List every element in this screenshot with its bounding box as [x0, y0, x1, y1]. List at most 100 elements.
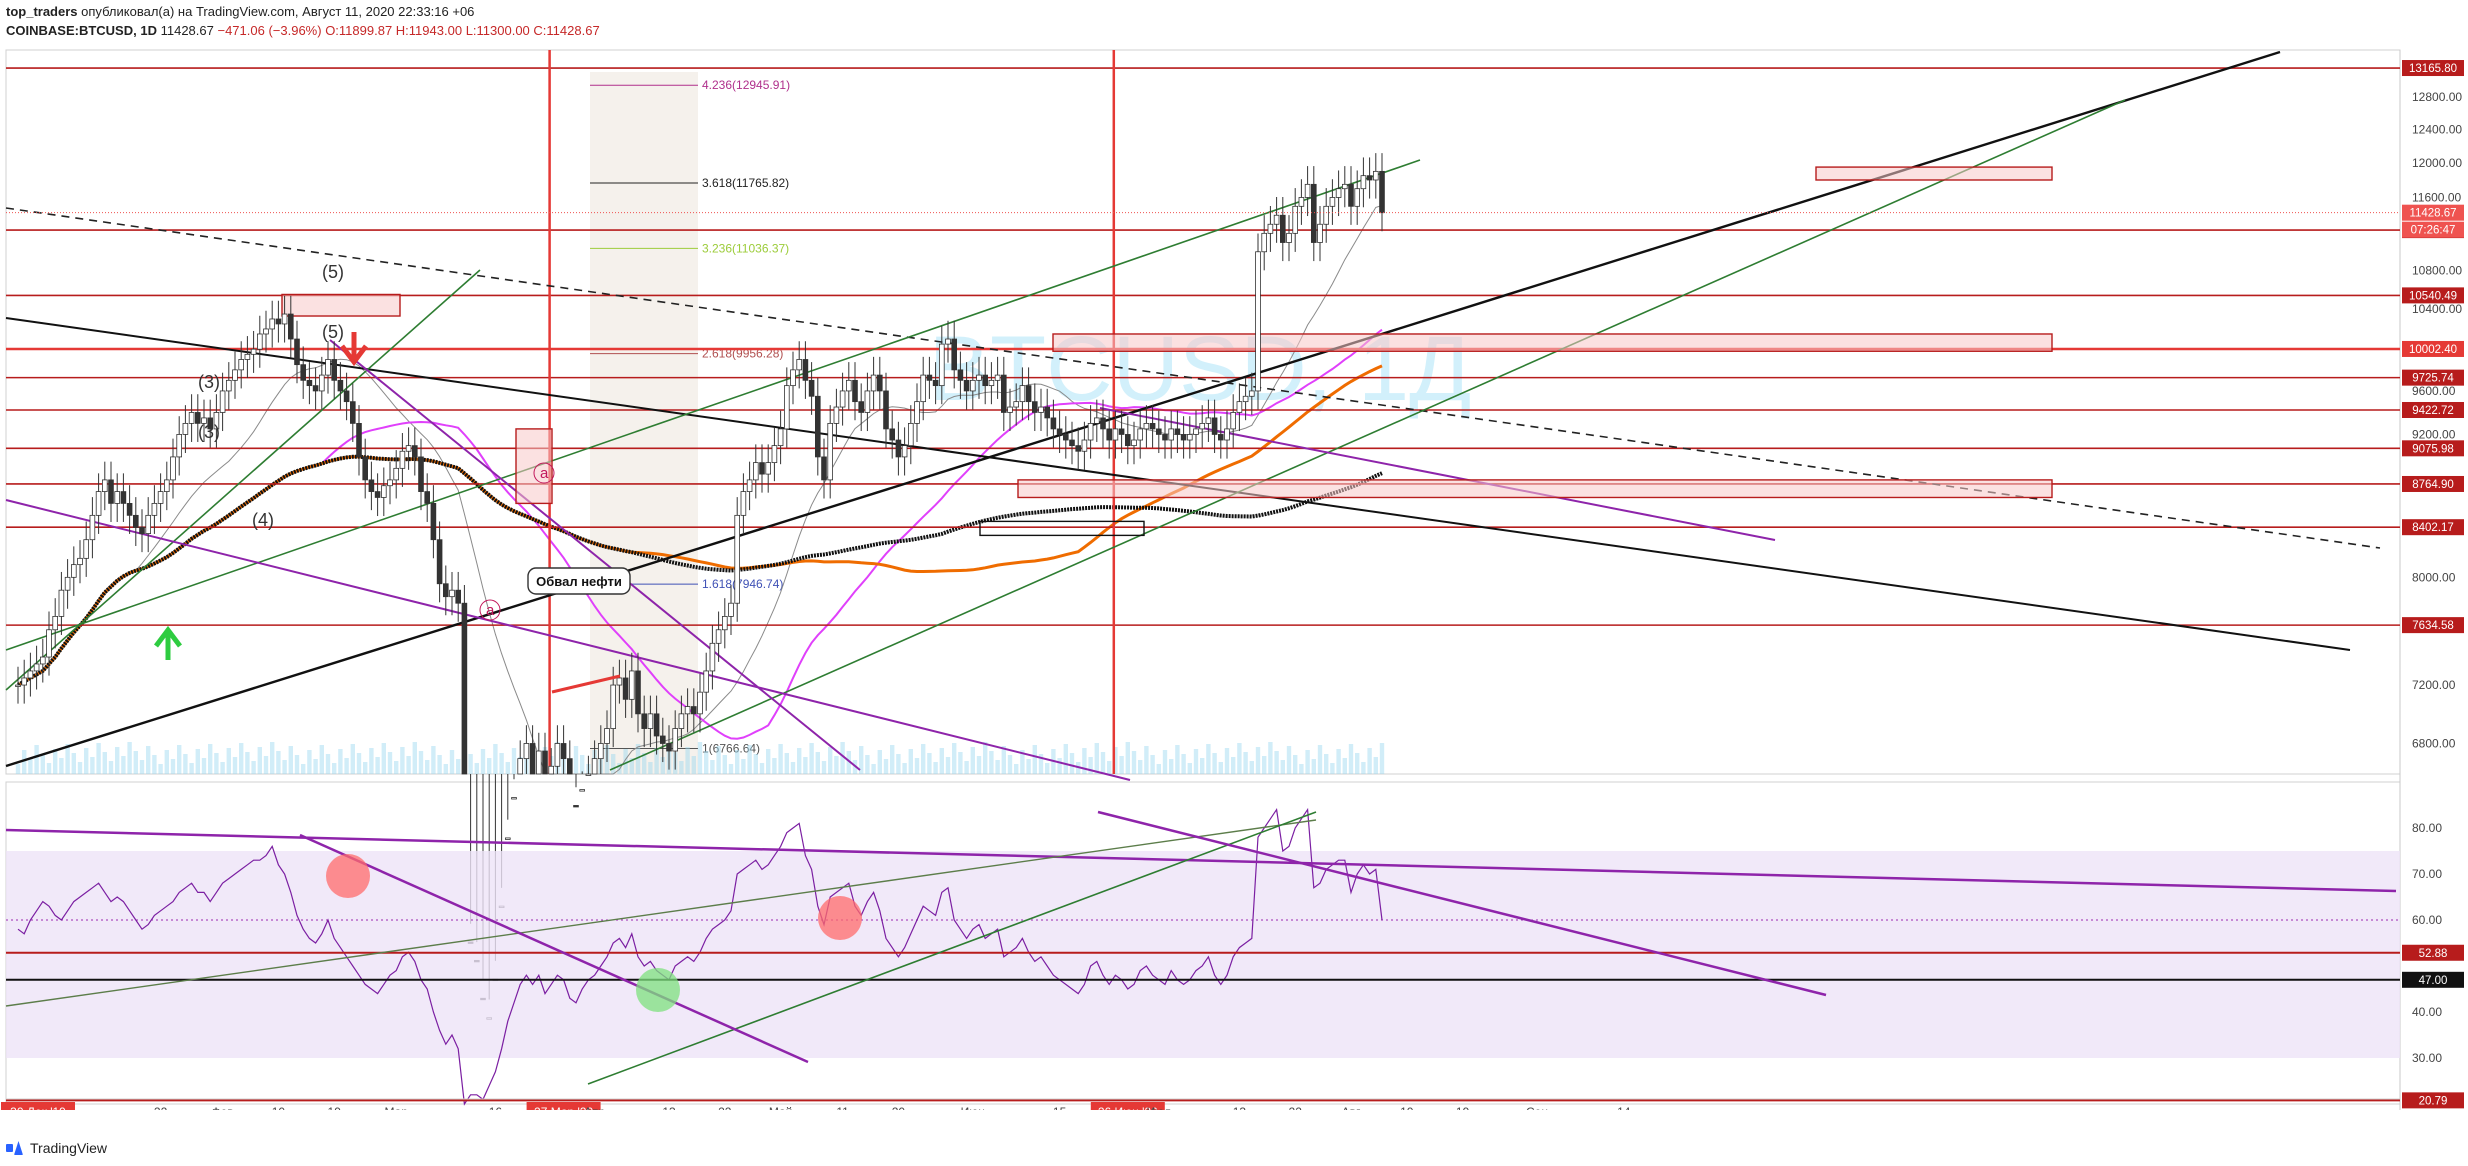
- candle[interactable]: [27, 670, 34, 679]
- level-price-tag[interactable]: [2402, 369, 2464, 386]
- level-price-tag[interactable]: [2402, 475, 2464, 492]
- candle[interactable]: [982, 374, 988, 387]
- candle[interactable]: [697, 691, 703, 715]
- candle[interactable]: [554, 743, 561, 767]
- candle[interactable]: [709, 642, 716, 672]
- candle[interactable]: [1218, 434, 1224, 441]
- candle[interactable]: [33, 663, 40, 672]
- candle[interactable]: [926, 374, 933, 381]
- candle[interactable]: [914, 401, 920, 424]
- candle[interactable]: [839, 390, 846, 408]
- candle[interactable]: [15, 684, 21, 687]
- candle[interactable]: [1199, 422, 1206, 430]
- candle[interactable]: [306, 379, 313, 387]
- channel-green-1[interactable]: [5, 159, 1421, 651]
- candle[interactable]: [629, 670, 635, 700]
- price-zone-box[interactable]: [515, 428, 553, 505]
- candle[interactable]: [734, 514, 740, 604]
- annotation-callout[interactable]: [527, 567, 631, 595]
- candle[interactable]: [411, 445, 418, 458]
- candle[interactable]: [461, 602, 468, 775]
- rsi-trendline-5[interactable]: [1097, 810, 1827, 997]
- candle[interactable]: [777, 428, 784, 447]
- candle[interactable]: [374, 491, 381, 498]
- candle[interactable]: [653, 713, 660, 737]
- consolidation-box[interactable]: [979, 520, 1145, 537]
- candle[interactable]: [573, 805, 579, 808]
- candle[interactable]: [287, 313, 294, 340]
- level-price-tag[interactable]: [2402, 340, 2464, 357]
- candle[interactable]: [529, 743, 536, 775]
- candle[interactable]: [560, 743, 567, 760]
- candle[interactable]: [1236, 401, 1243, 413]
- candle[interactable]: [294, 338, 300, 366]
- candle[interactable]: [120, 491, 127, 504]
- candle[interactable]: [1354, 188, 1361, 207]
- rsi-trendline-3[interactable]: [587, 811, 1317, 1085]
- candle[interactable]: [988, 379, 995, 387]
- candle[interactable]: [1100, 417, 1106, 430]
- candle[interactable]: [207, 417, 214, 430]
- candle[interactable]: [920, 374, 926, 403]
- candle[interactable]: [957, 369, 964, 381]
- candle[interactable]: [1025, 385, 1032, 403]
- candle[interactable]: [1286, 232, 1292, 243]
- candle[interactable]: [380, 485, 387, 498]
- candle[interactable]: [71, 564, 77, 578]
- candle[interactable]: [703, 670, 709, 693]
- rsi-level-tag[interactable]: [2402, 971, 2464, 988]
- candle[interactable]: [746, 479, 753, 492]
- candle[interactable]: [132, 514, 139, 528]
- candle[interactable]: [1292, 205, 1299, 234]
- candle[interactable]: [1249, 390, 1255, 397]
- candle[interactable]: [151, 502, 158, 516]
- candle[interactable]: [1187, 434, 1193, 441]
- symbol-name[interactable]: COINBASE:BTCUSD, 1D: [6, 23, 157, 38]
- candle[interactable]: [424, 491, 430, 504]
- price-zone-box[interactable]: [1815, 166, 2053, 181]
- candle[interactable]: [771, 445, 778, 464]
- candle[interactable]: [225, 379, 232, 392]
- candle[interactable]: [1094, 417, 1100, 424]
- candle[interactable]: [1013, 401, 1019, 408]
- candle[interactable]: [889, 428, 895, 441]
- candle[interactable]: [368, 479, 375, 492]
- candle[interactable]: [1211, 417, 1218, 435]
- candle[interactable]: [331, 359, 337, 381]
- rsi-level-tag[interactable]: [2402, 944, 2464, 961]
- candle[interactable]: [635, 670, 641, 715]
- candle[interactable]: [1118, 428, 1125, 435]
- candle[interactable]: [201, 417, 207, 424]
- rsi-level-tag[interactable]: [2402, 1092, 2464, 1109]
- candle[interactable]: [790, 369, 796, 387]
- candle[interactable]: [418, 456, 424, 492]
- candle[interactable]: [796, 359, 802, 371]
- candle[interactable]: [114, 491, 121, 504]
- candle[interactable]: [312, 385, 319, 392]
- candle[interactable]: [870, 374, 877, 392]
- candle[interactable]: [1143, 422, 1150, 430]
- candle[interactable]: [1149, 422, 1156, 430]
- candle[interactable]: [536, 750, 542, 775]
- candle[interactable]: [994, 374, 1001, 381]
- candle[interactable]: [728, 602, 734, 617]
- candle[interactable]: [1087, 422, 1094, 441]
- candle[interactable]: [77, 557, 83, 566]
- candle[interactable]: [1379, 170, 1385, 214]
- candle[interactable]: [256, 333, 263, 350]
- candle[interactable]: [1255, 251, 1261, 392]
- candle[interactable]: [542, 750, 548, 775]
- candle[interactable]: [1038, 406, 1044, 413]
- candle[interactable]: [325, 359, 331, 376]
- candle[interactable]: [1069, 439, 1075, 447]
- candle[interactable]: [46, 629, 52, 658]
- level-price-tag[interactable]: [2402, 440, 2464, 457]
- candle[interactable]: [1342, 183, 1348, 190]
- candle[interactable]: [784, 385, 790, 430]
- trendline-purple-1[interactable]: [5, 499, 1131, 781]
- candle[interactable]: [275, 318, 282, 325]
- candle[interactable]: [83, 539, 90, 559]
- candle[interactable]: [523, 743, 530, 760]
- candle[interactable]: [1156, 428, 1162, 435]
- candle[interactable]: [616, 677, 623, 686]
